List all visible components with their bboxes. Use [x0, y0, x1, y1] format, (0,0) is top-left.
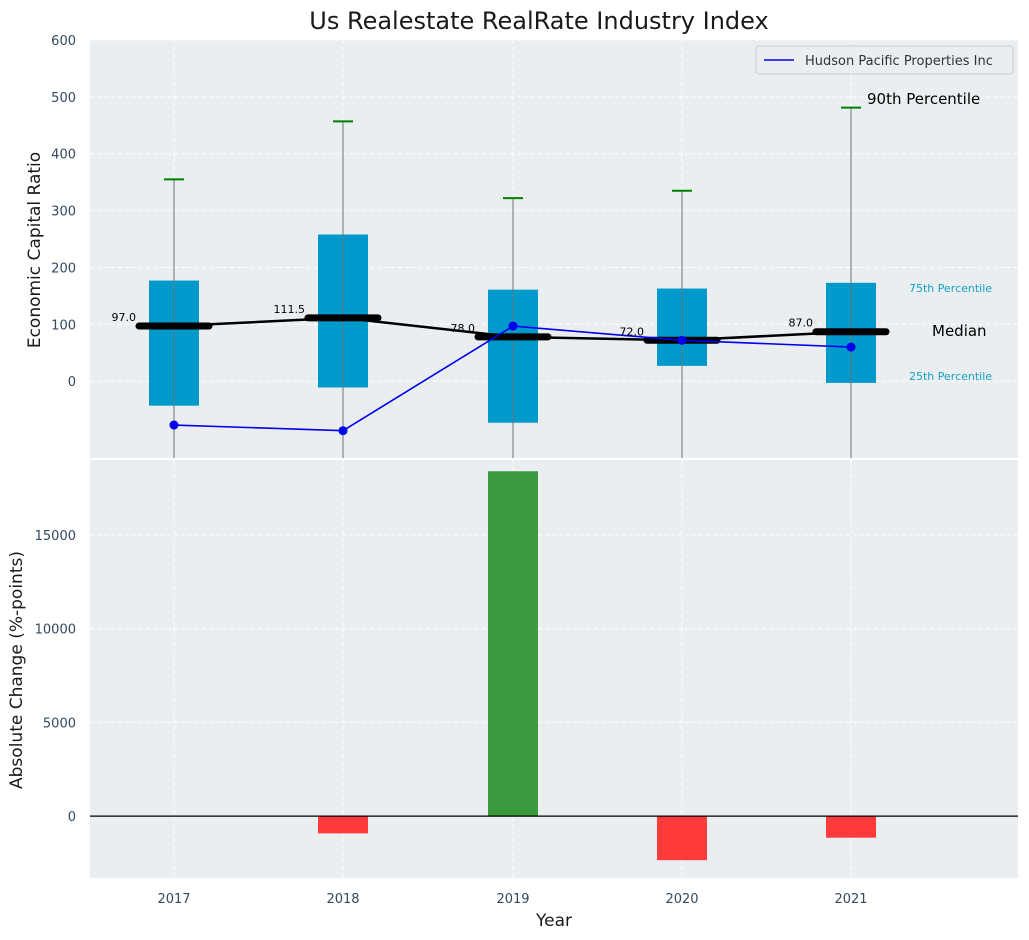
bottom-plot-area — [90, 460, 1018, 878]
top-ytick-300: 300 — [51, 205, 76, 220]
annotation-p75: 75th Percentile — [909, 282, 992, 295]
annotation-p25: 25th Percentile — [909, 370, 992, 383]
company-point-2017 — [169, 420, 179, 430]
median-label-2019: 78.0 — [451, 322, 476, 335]
change-bars — [90, 471, 1018, 861]
bottom-ytick-5000: 5000 — [43, 716, 76, 731]
bottom-ytick-10000: 10000 — [35, 623, 76, 638]
x-tick-labels: 2017 2018 2019 2020 2021 — [157, 892, 867, 907]
bar-2019 — [488, 471, 538, 817]
median-label-2018: 111.5 — [274, 303, 306, 316]
xtick-2021: 2021 — [834, 892, 867, 907]
xtick-2017: 2017 — [157, 892, 190, 907]
bottom-gridlines — [90, 460, 1018, 878]
bottom-y-axis-label: Absolute Change (%-points) — [7, 551, 27, 789]
median-label-2020: 72.0 — [620, 325, 645, 338]
top-ytick-600: 600 — [51, 34, 76, 49]
company-series — [169, 321, 856, 436]
median-label-2017: 97.0 — [112, 311, 137, 324]
top-ytick-100: 100 — [51, 318, 76, 333]
top-ytick-400: 400 — [51, 148, 76, 163]
annotation-p90: 90th Percentile — [867, 90, 980, 108]
bottom-y-tick-labels: 0 5000 10000 15000 — [35, 529, 76, 825]
x-axis-label: Year — [535, 911, 572, 931]
median-value-labels: 97.0 111.5 78.0 72.0 87.0 — [112, 303, 814, 338]
company-point-2018 — [338, 426, 348, 436]
xtick-2019: 2019 — [496, 892, 529, 907]
median-trend-line — [173, 316, 852, 342]
top-ytick-0: 0 — [68, 375, 76, 390]
bar-2018 — [318, 816, 368, 834]
top-gridlines — [90, 39, 1018, 458]
bottom-panel: 0 5000 10000 15000 2017 2018 2019 2020 2021 Abs… — [7, 460, 1018, 931]
top-y-tick-labels: 0 100 200 300 400 500 600 — [51, 34, 76, 390]
top-ytick-500: 500 — [51, 91, 76, 106]
top-ytick-200: 200 — [51, 261, 76, 276]
median-label-2021: 87.0 — [789, 317, 814, 330]
xtick-2020: 2020 — [665, 892, 698, 907]
xtick-2018: 2018 — [326, 892, 359, 907]
chart-title: Us Realestate RealRate Industry Index — [309, 7, 768, 35]
legend-label: Hudson Pacific Properties Inc — [805, 54, 993, 69]
legend: Hudson Pacific Properties Inc — [755, 45, 1014, 75]
company-point-2020 — [677, 335, 687, 345]
bar-2021 — [826, 816, 876, 838]
median-trend-polyline — [173, 316, 852, 342]
bar-2020 — [657, 816, 707, 861]
top-plot-area — [90, 40, 1018, 458]
top-y-axis-label: Economic Capital Ratio — [25, 152, 45, 348]
company-point-2021 — [846, 342, 856, 352]
company-point-2019 — [508, 321, 518, 331]
bottom-ytick-0: 0 — [68, 810, 76, 825]
top-panel: 0 100 200 300 400 500 600 97.0 111.5 78.0 72.0 87.… — [25, 34, 1018, 458]
annotation-median: Median — [932, 322, 987, 340]
bottom-ytick-15000: 15000 — [35, 529, 76, 544]
legend-box — [755, 45, 1014, 75]
